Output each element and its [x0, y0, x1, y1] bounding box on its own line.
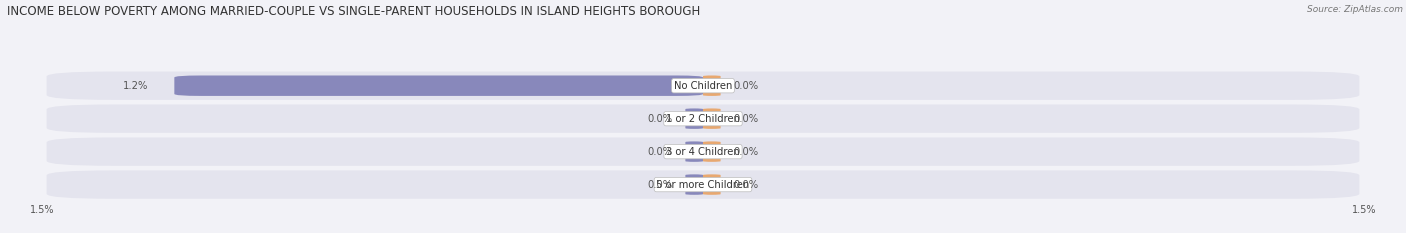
Text: 0.0%: 0.0% — [734, 147, 759, 157]
Text: 0.0%: 0.0% — [647, 147, 672, 157]
Text: Source: ZipAtlas.com: Source: ZipAtlas.com — [1308, 5, 1403, 14]
Text: INCOME BELOW POVERTY AMONG MARRIED-COUPLE VS SINGLE-PARENT HOUSEHOLDS IN ISLAND : INCOME BELOW POVERTY AMONG MARRIED-COUPL… — [7, 5, 700, 18]
Text: 0.0%: 0.0% — [734, 81, 759, 91]
FancyBboxPatch shape — [685, 174, 703, 195]
FancyBboxPatch shape — [703, 141, 721, 162]
FancyBboxPatch shape — [685, 108, 703, 129]
FancyBboxPatch shape — [46, 104, 1360, 133]
Text: 0.0%: 0.0% — [647, 180, 672, 190]
Text: 3 or 4 Children: 3 or 4 Children — [666, 147, 740, 157]
FancyBboxPatch shape — [174, 75, 703, 96]
Text: 1 or 2 Children: 1 or 2 Children — [666, 114, 740, 124]
FancyBboxPatch shape — [46, 72, 1360, 100]
FancyBboxPatch shape — [703, 174, 721, 195]
Text: No Children: No Children — [673, 81, 733, 91]
FancyBboxPatch shape — [685, 141, 703, 162]
FancyBboxPatch shape — [703, 75, 721, 96]
Text: 0.0%: 0.0% — [734, 180, 759, 190]
Text: 1.2%: 1.2% — [122, 81, 148, 91]
Text: 0.0%: 0.0% — [647, 114, 672, 124]
FancyBboxPatch shape — [46, 170, 1360, 199]
FancyBboxPatch shape — [703, 108, 721, 129]
Text: 5 or more Children: 5 or more Children — [657, 180, 749, 190]
Text: 0.0%: 0.0% — [734, 114, 759, 124]
FancyBboxPatch shape — [46, 137, 1360, 166]
